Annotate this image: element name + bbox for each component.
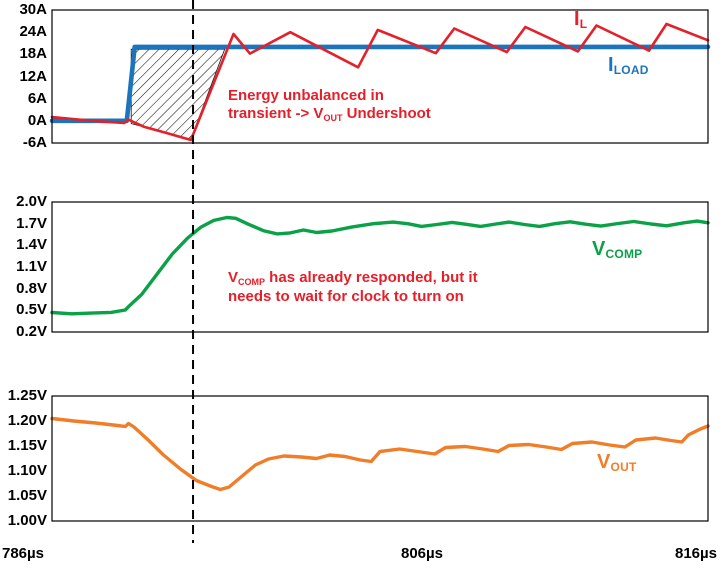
- ytick-current-panel-24A: 24A: [19, 23, 47, 41]
- ytick-current-panel--6A: -6A: [22, 134, 47, 151]
- annotation-energy-line2: transient -> VOUT Undershoot: [228, 105, 431, 123]
- trace-label-iload-sub: LOAD: [613, 63, 649, 78]
- annotation-energy-unbalanced: Energy unbalanced in transient -> VOUT U…: [228, 87, 431, 124]
- panel-border-current-panel: [51, 9, 709, 144]
- annotation-vcomp-line2: needs to wait for clock to turn on: [228, 288, 464, 305]
- trace-label-il-sub: L: [579, 17, 588, 32]
- trace-label-il-main: I: [574, 8, 580, 30]
- ytick-vout-panel-1.05V: 1.05V: [7, 487, 47, 504]
- x-axis-label-816us: 816µs: [674, 545, 717, 562]
- ytick-current-panel-18A: 18A: [19, 45, 47, 63]
- ytick-vout-panel-1.25V: 1.25V: [7, 387, 47, 404]
- ytick-vcomp-panel-0.2V: 0.2V: [16, 323, 47, 340]
- trace-label-vcomp-sub: COMP: [605, 247, 643, 262]
- trace-label-vout-main: V: [597, 451, 611, 473]
- annotation-vcomp-response: VCOMP has already responded, but it need…: [228, 269, 478, 306]
- ytick-vout-panel-1.20V: 1.20V: [7, 412, 47, 429]
- ytick-vcomp-panel-1.7V: 1.7V: [16, 214, 47, 232]
- ytick-vcomp-panel-1.1V: 1.1V: [16, 258, 47, 275]
- ytick-vcomp-panel-0.8V: 0.8V: [16, 279, 47, 297]
- trace-label-il: IL: [574, 8, 587, 31]
- trace-i_l: [50, 22, 710, 142]
- x-axis-label-786us: 786µs: [2, 545, 45, 562]
- ytick-vcomp-panel-2.0V: 2.0V: [16, 193, 47, 210]
- trace-label-vout: VOUT: [597, 451, 636, 474]
- annotation-energy-line1: Energy unbalanced in: [228, 87, 384, 104]
- panel-border-vout-panel: [51, 395, 709, 522]
- ytick-current-panel-6A: 6A: [27, 89, 47, 107]
- ytick-vout-panel-1.00V: 1.00V: [7, 512, 47, 529]
- ytick-vout-panel-1.15V: 1.15V: [7, 437, 47, 454]
- trace-v_out: [50, 416, 710, 492]
- ytick-vcomp-panel-1.4V: 1.4V: [16, 236, 47, 254]
- trace-label-vcomp: VCOMP: [592, 238, 642, 261]
- trace-label-vout-sub: OUT: [610, 460, 637, 475]
- trace-label-iload-main: I: [608, 54, 614, 76]
- panel-border-vcomp-panel: [51, 201, 709, 333]
- trace-v_comp: [50, 215, 710, 316]
- trace-label-iload: ILOAD: [608, 54, 649, 77]
- ytick-vout-panel-1.10V: 1.10V: [7, 462, 47, 479]
- x-axis-label-806us: 806µs: [400, 545, 443, 562]
- ytick-current-panel-30A: 30A: [19, 1, 47, 18]
- ytick-vcomp-panel-0.5V: 0.5V: [16, 301, 47, 319]
- trace-label-vcomp-main: V: [592, 238, 606, 260]
- ytick-current-panel-12A: 12A: [19, 67, 47, 85]
- annotation-vcomp-line1: VCOMP has already responded, but it: [228, 269, 478, 287]
- ytick-current-panel-0A: 0A: [27, 111, 47, 129]
